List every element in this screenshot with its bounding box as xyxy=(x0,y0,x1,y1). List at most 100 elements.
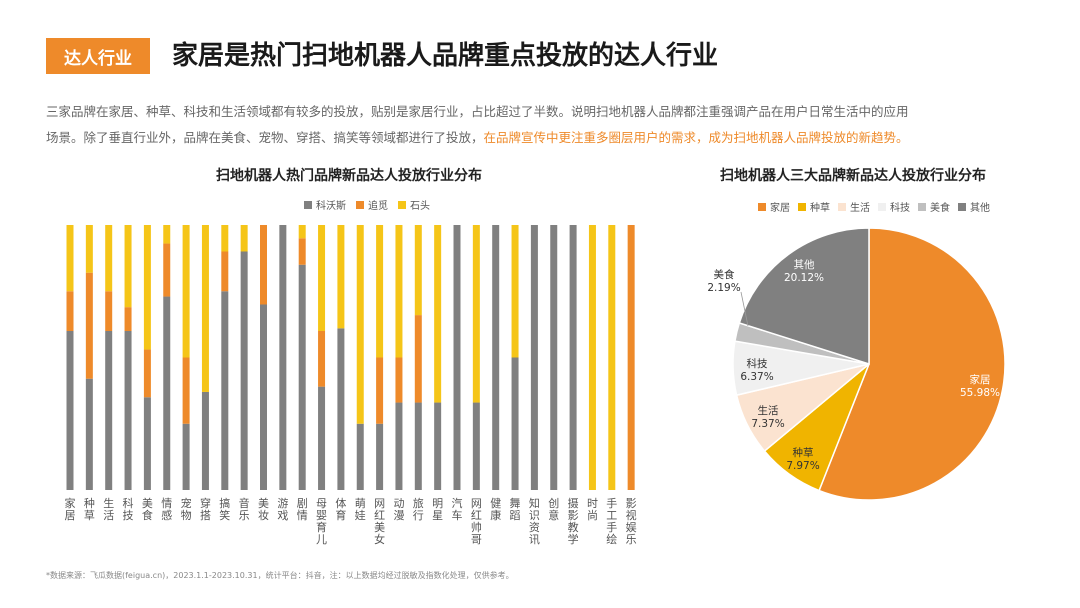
pie-label: 科技 xyxy=(747,357,768,370)
section-tag: 达人行业 xyxy=(46,38,150,74)
pie-value-label: 6.37% xyxy=(740,371,773,383)
legend-label: 追觅 xyxy=(368,201,388,212)
bar-segment-1-12 xyxy=(279,225,287,490)
bar-segment-1-2 xyxy=(85,378,93,490)
bar-segment-1-14 xyxy=(318,386,326,490)
legend-label: 科沃斯 xyxy=(316,201,346,212)
x-tick-label: 美妆 xyxy=(258,497,269,522)
bar-segment-3-16 xyxy=(356,225,364,424)
x-tick-label: 体育 xyxy=(335,496,346,522)
legend-item-meishi: 美食 xyxy=(918,199,950,214)
x-tick-label: 网红美女 xyxy=(374,497,385,546)
bar-segment-2-4 xyxy=(124,307,132,331)
bar-segment-2-1 xyxy=(66,291,74,331)
bar-segment-3-6 xyxy=(163,225,171,244)
x-tick-label: 生活 xyxy=(103,496,114,522)
x-tick-label: 创意 xyxy=(548,497,559,522)
x-tick-label: 母婴育儿 xyxy=(316,497,327,546)
pie-label: 家居 xyxy=(970,373,991,386)
bar-segment-2-14 xyxy=(318,331,326,387)
x-tick-label: 情感 xyxy=(161,497,172,522)
bar-segment-2-18 xyxy=(395,357,403,403)
legend-label: 家居 xyxy=(770,203,790,214)
legend-label: 科技 xyxy=(890,203,910,214)
bar-segment-3-18 xyxy=(395,225,403,358)
bar-segment-3-24 xyxy=(511,225,519,358)
legend-label: 其他 xyxy=(970,203,990,214)
bar-segment-3-15 xyxy=(337,225,345,329)
bar-segment-2-9 xyxy=(221,251,229,292)
footnote: *数据来源：飞瓜数据(feigua.cn)，2023.1.1-2023.10.3… xyxy=(46,571,514,580)
description-highlight: 在品牌宣传中更注重多圈层用户的需求，成为扫地机器人品牌投放的新趋势。 xyxy=(483,130,909,145)
x-tick-label: 摄影教学 xyxy=(568,496,579,546)
bar-chart-title: 扫地机器人热门品牌新品达人投放行业分布 xyxy=(216,168,482,184)
bar-segment-2-11 xyxy=(260,225,267,305)
bar-segment-1-9 xyxy=(221,291,229,490)
bar-segment-3-17 xyxy=(376,225,384,358)
pie-value-label: 55.98% xyxy=(960,387,1000,399)
legend-item-zhuimi: 追觅 xyxy=(356,197,388,212)
bar-segment-1-26 xyxy=(550,225,558,490)
legend-item-kewosi: 科沃斯 xyxy=(304,197,346,212)
bar-segment-1-1 xyxy=(66,331,74,490)
bar-segment-1-21 xyxy=(453,225,461,490)
bar-segment-3-9 xyxy=(221,225,229,252)
bar-segment-2-7 xyxy=(182,357,190,424)
legend-item-shenghuo: 生活 xyxy=(838,199,870,214)
pie-value-label: 7.97% xyxy=(786,460,819,472)
x-tick-label: 搞笑 xyxy=(219,496,230,522)
x-tick-label: 影视娱乐 xyxy=(626,497,637,546)
bar-segment-1-7 xyxy=(182,423,190,490)
x-tick-label: 健康 xyxy=(490,497,501,522)
bar-segment-3-2 xyxy=(85,225,93,273)
legend-swatch xyxy=(798,202,806,211)
bar-segment-2-5 xyxy=(143,349,151,398)
legend-label: 美食 xyxy=(930,203,950,214)
pie-leader-line xyxy=(740,291,749,327)
bar-segment-1-5 xyxy=(143,397,151,490)
legend-swatch xyxy=(918,202,926,211)
x-tick-label: 动漫 xyxy=(393,497,404,522)
bar-segment-1-11 xyxy=(260,304,267,490)
legend-label: 种草 xyxy=(810,203,830,214)
page-title: 家居是热门扫地机器人品牌重点投放的达人行业 xyxy=(172,41,719,71)
bar-segment-3-29 xyxy=(608,225,616,490)
description: 三家品牌在家居、种草、科技和生活领域都有较多的投放，贴别是家居行业，占比超过了半… xyxy=(46,99,1036,151)
bar-segment-2-6 xyxy=(163,243,171,297)
bar-segment-3-28 xyxy=(588,225,596,490)
bar-segment-1-8 xyxy=(201,391,209,490)
legend-item-zhongcao: 种草 xyxy=(798,199,830,214)
x-tick-label: 剧情 xyxy=(297,497,308,522)
bar-segment-3-19 xyxy=(414,225,422,316)
bar-segment-3-3 xyxy=(105,225,113,292)
x-tick-label: 游戏 xyxy=(277,497,288,522)
legend-item-qita: 其他 xyxy=(958,199,990,214)
bar-segment-1-10 xyxy=(240,251,248,490)
bar-segment-3-1 xyxy=(66,225,74,292)
description-line-1: 三家品牌在家居、种草、科技和生活领域都有较多的投放，贴别是家居行业，占比超过了半… xyxy=(46,104,909,119)
legend-swatch xyxy=(758,202,766,211)
bar-segment-3-5 xyxy=(143,225,151,350)
x-tick-label: 科技 xyxy=(123,496,134,522)
pie-chart-title: 扫地机器人三大品牌新品达人投放行业分布 xyxy=(720,168,986,184)
legend-swatch xyxy=(356,200,364,209)
x-tick-label: 明星 xyxy=(432,497,443,522)
x-tick-label: 汽车 xyxy=(452,496,463,522)
pie-value-label: 7.37% xyxy=(751,418,784,430)
bar-chart-legend: 科沃斯 追觅 石头 xyxy=(304,197,430,212)
bar-segment-1-27 xyxy=(569,225,577,490)
bar-segment-2-17 xyxy=(376,357,384,424)
x-tick-label: 宠物 xyxy=(181,496,192,522)
pie-slice-6 xyxy=(738,227,870,366)
bar-segment-3-7 xyxy=(182,225,190,358)
description-plain-text: 场景。除了垂直行业外，品牌在美食、宠物、穿搭、搞笑等领域都进行了投放， xyxy=(46,130,484,145)
legend-item-jiaju: 家居 xyxy=(758,199,790,214)
bar-segment-2-30 xyxy=(627,225,635,490)
pie-label: 生活 xyxy=(758,404,779,417)
bar-segment-1-25 xyxy=(530,225,538,490)
bar-segment-1-22 xyxy=(472,402,480,490)
bar-segment-3-8 xyxy=(201,225,209,392)
pie-chart-legend: 家居 种草 生活 科技 美食 其他 xyxy=(758,199,990,214)
legend-label: 生活 xyxy=(850,203,870,214)
